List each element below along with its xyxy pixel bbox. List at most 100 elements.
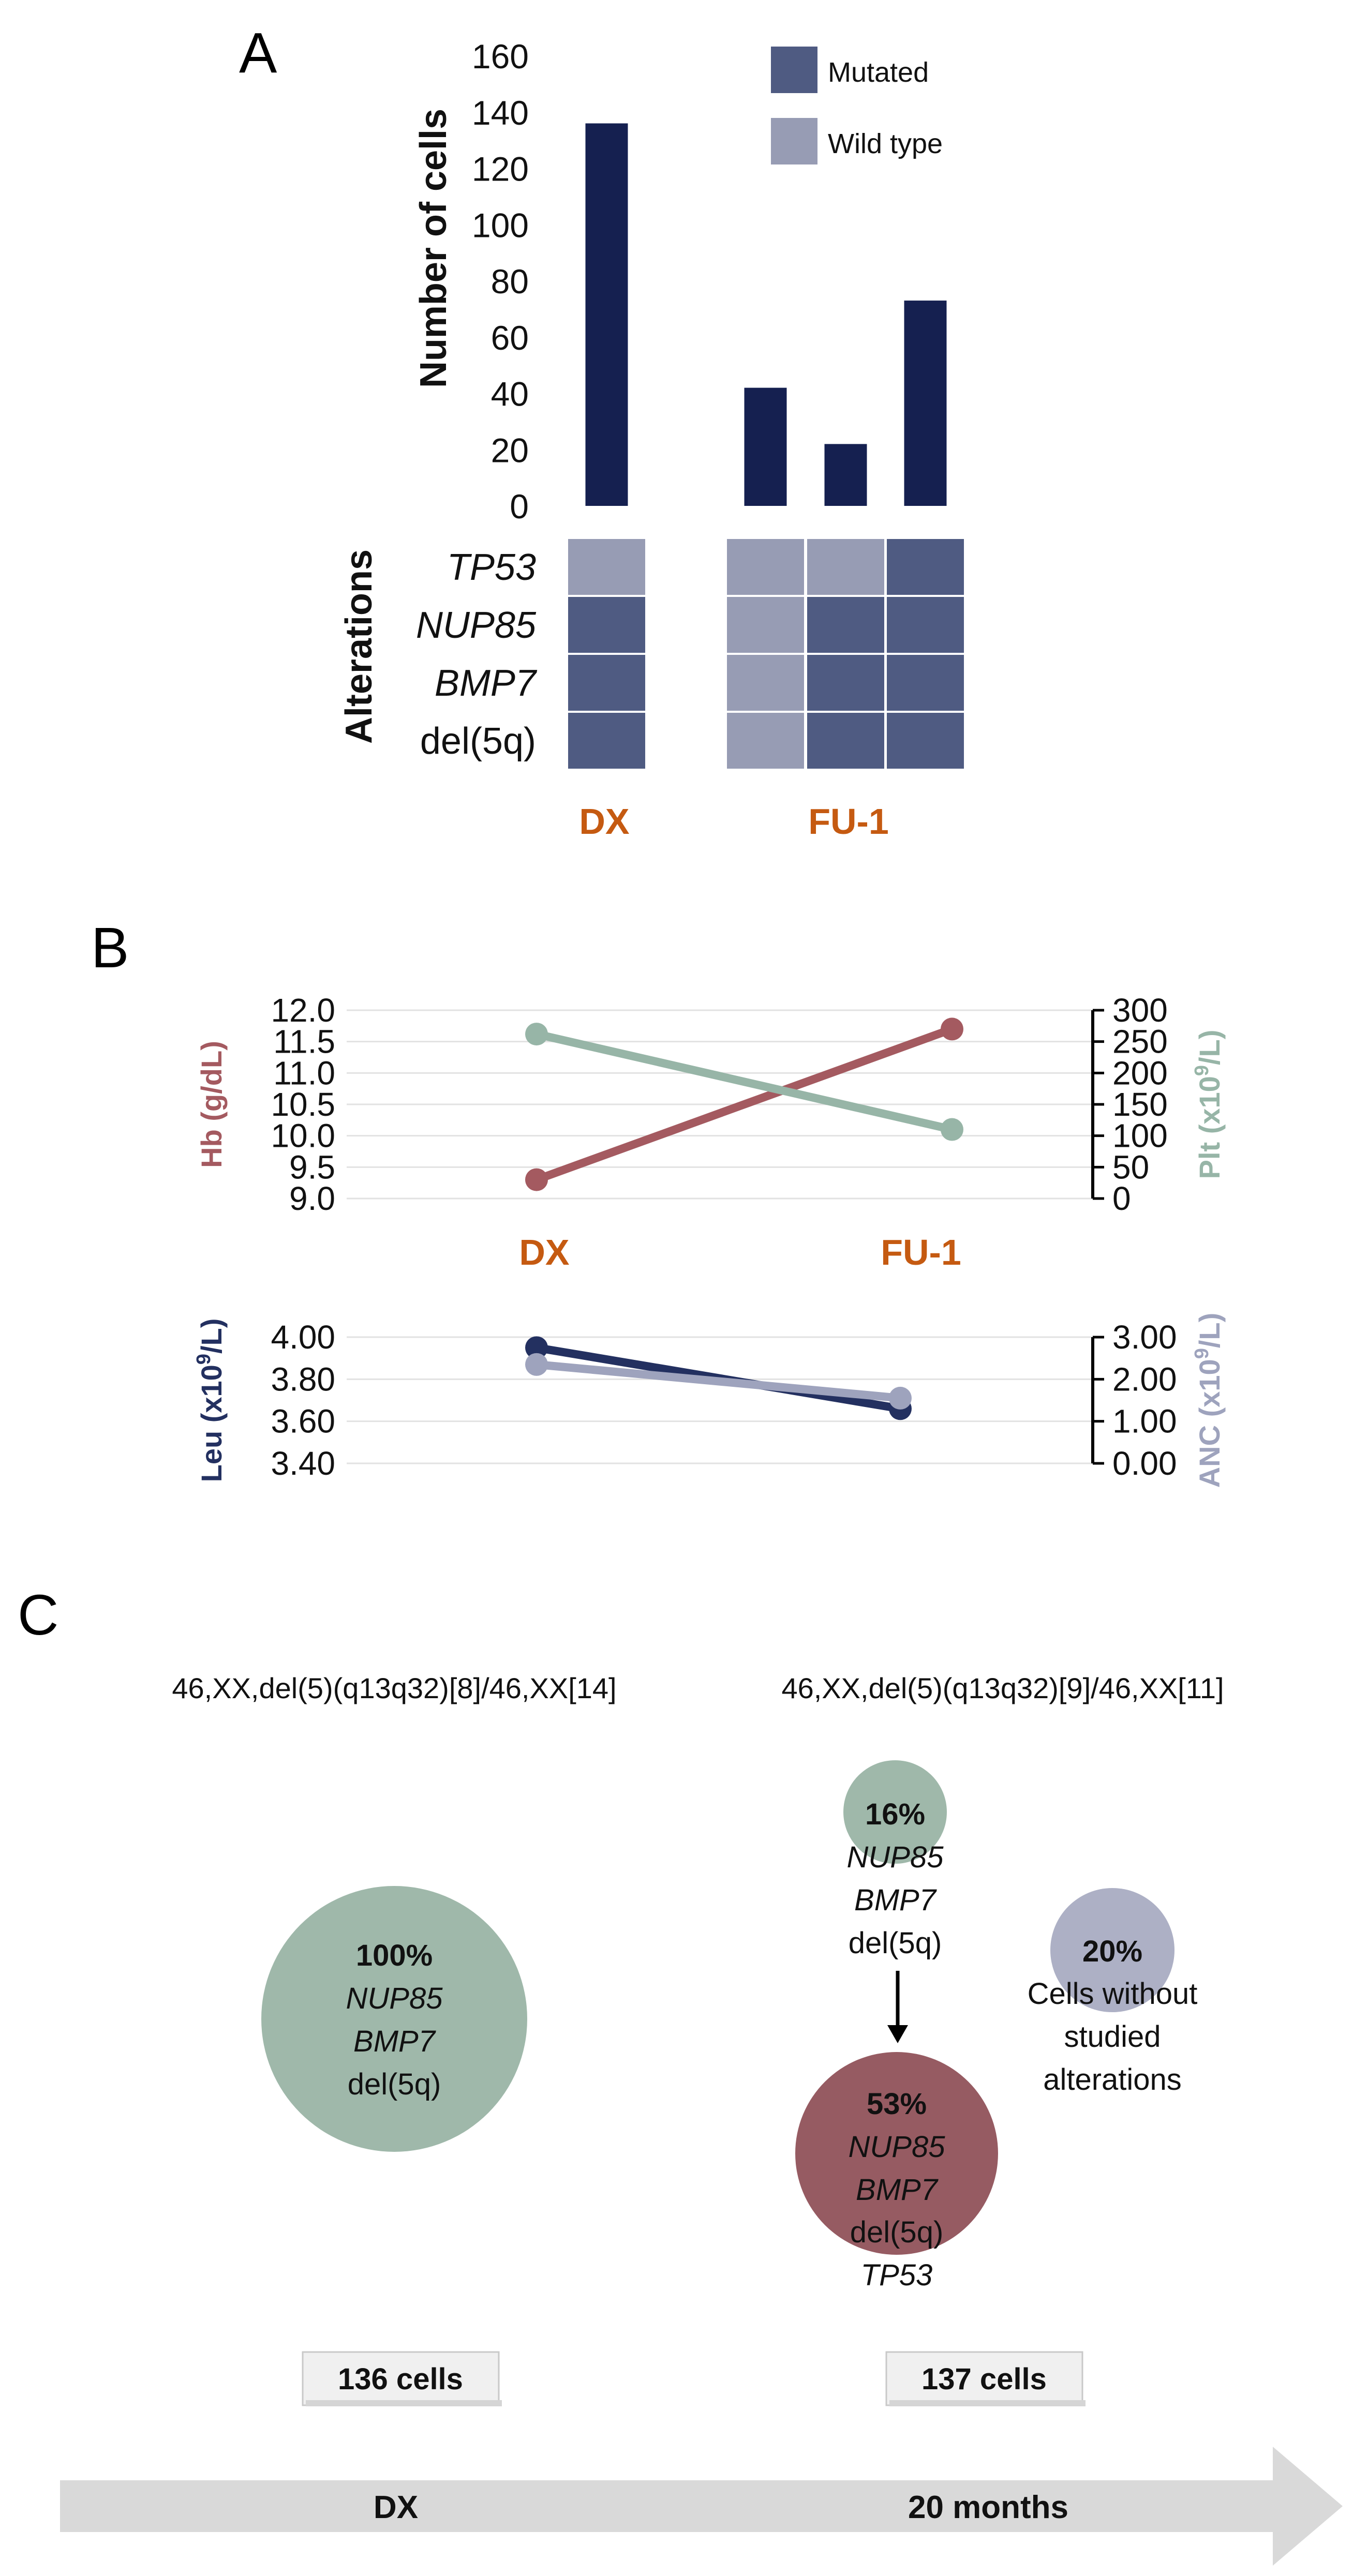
left-tick-label: 11.0	[273, 1054, 335, 1091]
point-leu-0	[525, 1336, 548, 1359]
bubble-fu-small-percent: 16%	[865, 1798, 925, 1831]
karyotype-fu: 46,XX,del(5)(q13q32)[9]/46,XX[11]	[781, 1672, 1224, 1704]
bubble-wt-percent: 20%	[1082, 1935, 1142, 1968]
panel-label-c: C	[18, 1583, 58, 1647]
timeline-arrow: DX 20 months	[60, 2447, 1343, 2566]
legend-label-wild-type: Wild type	[828, 128, 943, 159]
bar-dx-0	[585, 123, 628, 506]
bubble-fu-big-gene-1: NUP85	[849, 2130, 946, 2164]
karyotype-dx: 46,XX,del(5)(q13q32)[8]/46,XX[14]	[172, 1672, 616, 1704]
bubble-fu-big-gene-4: TP53	[861, 2258, 933, 2292]
legend-swatch-mutated	[771, 47, 817, 93]
gene-label-3: del(5q)	[420, 721, 536, 762]
point-plt-0	[525, 1023, 548, 1046]
clone-bubble-fu-small: 16% NUP85 BMP7 del(5q)	[843, 1760, 947, 1960]
alteration-cell-0-0	[566, 537, 647, 597]
right-tick-label: 2.00	[1112, 1360, 1177, 1398]
clone-bubble-wild-type: 20% Cells without studied alterations	[1028, 1888, 1198, 2096]
timeline-arrow-shape	[60, 2447, 1343, 2566]
clone-bubble-dx: 100% NUP85 BMP7 del(5q)	[261, 1886, 527, 2152]
y-tick-label: 20	[491, 431, 529, 469]
legend: Mutated Wild type	[771, 47, 943, 164]
alteration-cell-1-2	[805, 595, 886, 655]
evolution-arrow	[887, 1971, 908, 2043]
point-plt-1	[941, 1118, 963, 1141]
panel-b-bottom-line-chart: 3.40 3.60 3.80 4.00 0.00 1.00 2.00 3.00 Leu (x10…	[193, 1313, 1226, 1488]
y-tick-label: 140	[472, 94, 529, 132]
left-tick-label: 9.5	[289, 1148, 335, 1186]
y-tick-label: 0	[510, 487, 529, 526]
panel-a-bar-chart: Number of cells 0 20 40 60 80 100 120 140 160	[413, 37, 947, 526]
bubble-wt-line-1: Cells without	[1028, 1977, 1198, 2011]
panel-label-a: A	[239, 21, 277, 85]
category-label-fu1: FU-1	[808, 801, 889, 842]
left-tick-label: 3.40	[271, 1445, 335, 1482]
point-hb-1	[941, 1017, 963, 1041]
bar-fu1-2	[824, 444, 867, 506]
alteration-cell-1-1	[725, 595, 806, 655]
panel-b-top-line-chart: 9.09.510.010.511.011.512.0 05010015020025…	[195, 992, 1226, 1217]
clone-bubble-fu-big: 53% NUP85 BMP7 del(5q) TP53	[795, 2052, 998, 2292]
bubble-fu-small-gene-1: NUP85	[847, 1840, 944, 1874]
right-tick-label: 0.00	[1112, 1445, 1177, 1482]
timeline-start-label: DX	[374, 2490, 418, 2525]
alteration-cell-0-2	[805, 537, 886, 597]
y-tick-label: 120	[472, 150, 529, 188]
right-axis-label: Plt (x109/L)	[1191, 1030, 1226, 1179]
series-line-hb	[532, 1025, 956, 1184]
y-axis-label-cells: Number of cells	[413, 109, 454, 388]
timeline-end-label: 20 months	[908, 2490, 1068, 2525]
alterations-axis-label: Alterations	[338, 549, 380, 744]
alteration-cell-2-1	[725, 653, 806, 713]
cell-count-fu-box	[885, 2351, 1083, 2406]
y-tick-label: 60	[491, 319, 529, 357]
left-tick-label: 10.5	[271, 1086, 335, 1123]
bubble-fu-big-gene-3: del(5q)	[850, 2215, 944, 2249]
bubble-fu-small-gene-3: del(5q)	[849, 1926, 942, 1960]
bubble-dx-gene-1: NUP85	[346, 1982, 443, 2015]
bubble-wt-line-2: studied	[1064, 2020, 1161, 2054]
right-tick-label: 100	[1112, 1117, 1168, 1155]
panel-label-b: B	[91, 916, 129, 980]
cell-count-dx-box	[302, 2351, 500, 2406]
y-tick-label: 40	[491, 375, 529, 413]
legend-label-mutated: Mutated	[828, 57, 929, 88]
cell-count-fu-label: 137 cells	[921, 2362, 1047, 2396]
left-axis-label: Leu (x109/L)	[193, 1319, 228, 1482]
alteration-cell-3-1	[725, 711, 806, 771]
left-tick-label: 4.00	[271, 1319, 335, 1356]
right-tick-label: 0	[1112, 1180, 1131, 1217]
alteration-cell-3-0	[566, 711, 647, 771]
right-tick-label: 50	[1112, 1148, 1149, 1186]
y-tick-label: 100	[472, 206, 529, 244]
cell-count-fu-shadow	[889, 2400, 1086, 2406]
right-tick-label: 300	[1112, 992, 1168, 1029]
bubble-wt-circle	[1050, 1888, 1174, 2012]
right-tick-label: 250	[1112, 1023, 1168, 1060]
category-label-dx-b: DX	[519, 1232, 570, 1272]
left-tick-label: 9.0	[289, 1180, 335, 1217]
left-tick-label: 10.0	[271, 1117, 335, 1155]
right-tick-label: 200	[1112, 1054, 1168, 1091]
alteration-cell-3-3	[885, 711, 966, 771]
alteration-cell-1-0	[566, 595, 647, 655]
bubble-fu-small-gene-2: BMP7	[854, 1883, 938, 1917]
alteration-cell-2-2	[805, 653, 886, 713]
left-tick-label: 3.80	[271, 1360, 335, 1398]
bubble-dx-circle	[261, 1886, 527, 2152]
series-line-plt	[532, 1030, 956, 1134]
bubble-wt-line-3: alterations	[1043, 2063, 1182, 2096]
series-line-anc	[532, 1360, 904, 1402]
left-axis-label: Hb (g/dL)	[195, 1041, 228, 1168]
cell-count-dx-label: 136 cells	[338, 2362, 463, 2396]
right-tick-label: 3.00	[1112, 1319, 1177, 1356]
point-anc-1	[889, 1386, 912, 1410]
y-tick-label: 160	[472, 37, 529, 76]
gene-label-2: BMP7	[435, 663, 538, 704]
left-tick-label: 11.5	[273, 1023, 335, 1060]
bubble-dx-gene-3: del(5q)	[348, 2068, 441, 2101]
legend-swatch-wild-type	[771, 118, 817, 164]
bubble-dx-gene-2: BMP7	[353, 2025, 437, 2058]
category-label-dx: DX	[579, 801, 630, 842]
bubble-fu-small-circle	[843, 1760, 947, 1864]
